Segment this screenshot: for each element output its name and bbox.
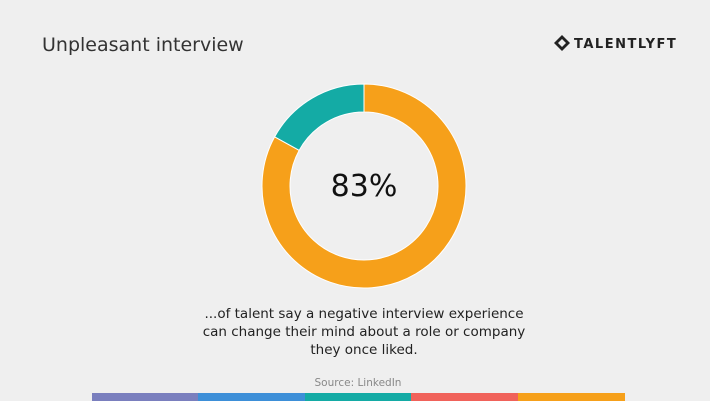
donut-segment: [273, 83, 365, 152]
bar-segment: [198, 393, 305, 401]
caption-line: can change their mind about a role or co…: [203, 324, 526, 340]
color-bar: [92, 393, 625, 401]
center-label: 83%: [331, 169, 398, 204]
bar-segment: [411, 393, 518, 401]
logo: TALENTLYFT: [554, 35, 677, 52]
logo-icon: [554, 35, 570, 51]
source: Source: LinkedIn: [315, 377, 402, 389]
slide-title: Unpleasant interview: [42, 34, 244, 56]
donut: [261, 83, 467, 289]
bar-segment: [518, 393, 625, 401]
caption-line: they once liked.: [310, 342, 417, 358]
logo-text: TALENTLYFT: [574, 37, 677, 52]
donut-segment: [261, 83, 467, 289]
bar-segment: [92, 393, 199, 401]
caption-line: ...of talent say a negative interview ex…: [204, 306, 523, 322]
bar-segment: [305, 393, 412, 401]
